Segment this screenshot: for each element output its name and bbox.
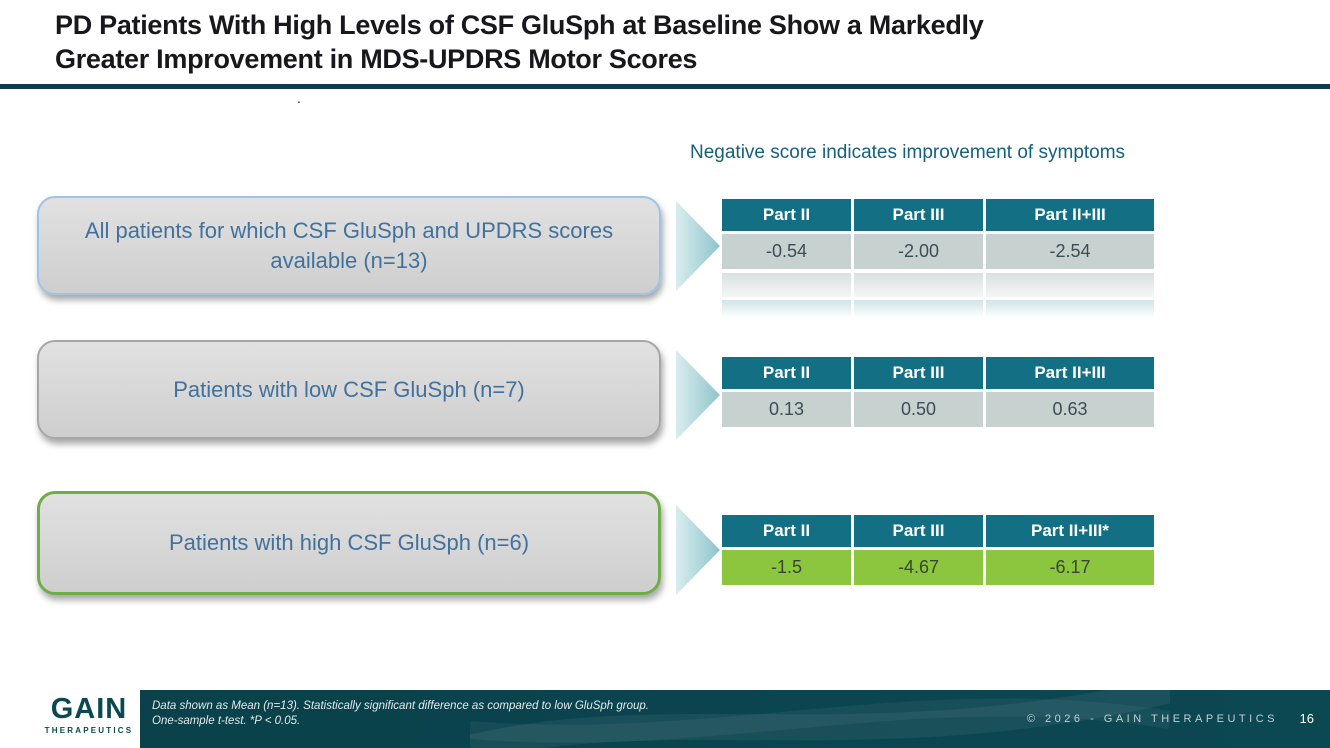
table-header-cell: Part II+III* [986, 515, 1154, 547]
group-label-box-high-glusph: Patients with high CSF GluSph (n=6) [37, 491, 661, 595]
group-label: All patients for which CSF GluSph and UP… [84, 217, 614, 273]
group-label: Patients with low CSF GluSph (n=7) [173, 376, 525, 402]
scores-table-all-patients: Part II Part III Part II+III -0.54 -2.00… [722, 199, 1154, 269]
scores-table-high-glusph: Part II Part III Part II+III* -1.5 -4.67… [722, 515, 1154, 585]
gain-logo-subtext: THERAPEUTICS [44, 726, 134, 735]
table-value-cell: 0.63 [986, 392, 1154, 427]
table-value-cell: -0.54 [722, 234, 851, 269]
table-reflection [722, 273, 1154, 320]
group-label-box-all-patients: All patients for which CSF GluSph and UP… [37, 196, 661, 295]
footer-bar: Data shown as Mean (n=13). Statistically… [140, 690, 1330, 748]
group-label-box-low-glusph: Patients with low CSF GluSph (n=7) [37, 340, 661, 439]
title-divider [0, 84, 1330, 89]
table-header-cell: Part II+III [986, 199, 1154, 231]
group-label: Patients with high CSF GluSph (n=6) [168, 530, 530, 556]
arrow-icon [676, 350, 720, 440]
slide-title: PD Patients With High Levels of CSF GluS… [55, 8, 984, 76]
footer: GAIN THERAPEUTICS Data shown as Mean (n=… [0, 690, 1330, 748]
scores-table-low-glusph: Part II Part III Part II+III 0.13 0.50 0… [722, 357, 1154, 427]
arrow-icon [676, 201, 720, 291]
page-number: 16 [1299, 711, 1314, 726]
gain-logo-text: GAIN [50, 693, 128, 725]
improvement-note: Negative score indicates improvement of … [690, 142, 1126, 163]
table-header-cell: Part II [722, 515, 851, 547]
footnote-line2: One-sample t-test. *P < 0.05. [152, 715, 301, 727]
footnote: Data shown as Mean (n=13). Statistically… [152, 699, 649, 729]
footnote-line1: Data shown as Mean (n=13). Statistically… [152, 700, 649, 712]
table-value-cell: -2.54 [986, 234, 1154, 269]
table-header-cell: Part III [854, 199, 983, 231]
table-value-cell: -2.00 [854, 234, 983, 269]
slide-title-line2: Greater Improvement in MDS-UPDRS Motor S… [55, 44, 698, 74]
copyright-text: © 2026 - GAIN THERAPEUTICS [1026, 713, 1278, 725]
table-value-cell: 0.13 [722, 392, 851, 427]
table-header-cell: Part III [854, 515, 983, 547]
table-value-cell: -1.5 [722, 550, 851, 585]
table-value-cell: 0.50 [854, 392, 983, 427]
gain-logo: GAIN THERAPEUTICS [44, 693, 134, 736]
arrow-icon [676, 505, 720, 595]
table-value-cell: -6.17 [986, 550, 1154, 585]
table-header-cell: Part II [722, 357, 851, 389]
table-header-cell: Part II [722, 199, 851, 231]
stray-mark: . [297, 90, 301, 106]
wave-decoration [470, 690, 1170, 748]
slide-title-line1: PD Patients With High Levels of CSF GluS… [55, 10, 984, 40]
table-value-cell: -4.67 [854, 550, 983, 585]
table-header-cell: Part II+III [986, 357, 1154, 389]
table-header-cell: Part III [854, 357, 983, 389]
